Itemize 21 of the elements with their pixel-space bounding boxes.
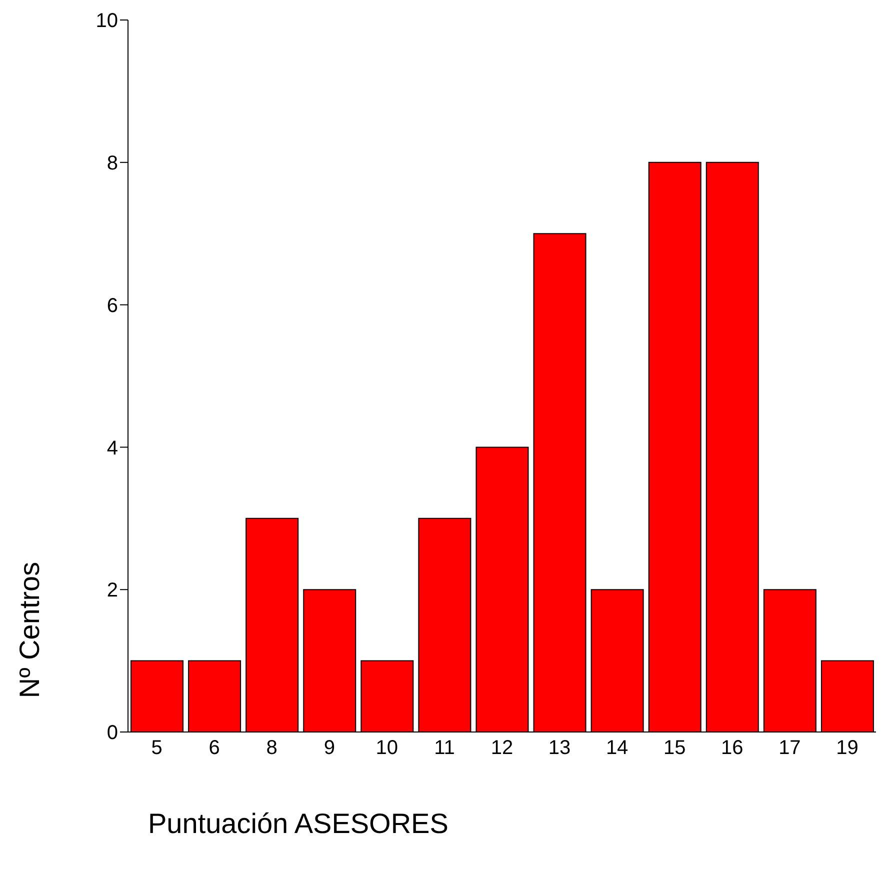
x-tick-label: 15 xyxy=(663,737,686,760)
x-tick-label: 11 xyxy=(434,737,455,760)
x-tick-label: 10 xyxy=(376,737,398,760)
x-tick-label: 9 xyxy=(324,737,335,760)
y-tick-label: 6 xyxy=(106,294,118,317)
y-tick-label: 0 xyxy=(106,722,118,744)
y-tick-label: 2 xyxy=(106,580,118,602)
x-tick-label: 8 xyxy=(266,737,278,760)
x-tick-label: 12 xyxy=(490,737,514,760)
x-tick-label: 19 xyxy=(836,737,858,760)
y-axis-title: Nº Centros xyxy=(14,562,46,698)
x-tick-label: 17 xyxy=(778,737,801,760)
x-axis-title: Puntuación ASESORES xyxy=(148,808,448,840)
x-tick-label: 13 xyxy=(548,737,571,760)
y-tick-label: 8 xyxy=(106,152,118,174)
x-tick-label: 5 xyxy=(151,737,162,760)
y-tick-label: 4 xyxy=(106,437,118,460)
x-tick-label: 6 xyxy=(208,737,220,760)
x-tick-label: 16 xyxy=(721,737,744,760)
y-tick-label: 10 xyxy=(96,10,118,32)
x-tick-label: 14 xyxy=(606,737,628,760)
